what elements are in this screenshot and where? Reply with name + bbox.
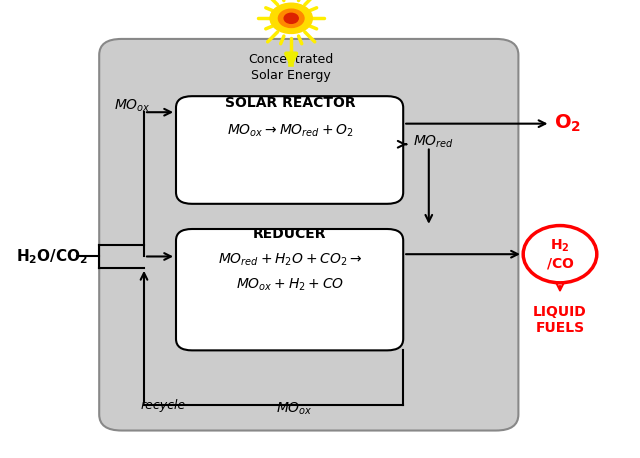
Circle shape [284,13,298,23]
Text: $MO_{ox}$: $MO_{ox}$ [114,97,150,114]
Text: $MO_{red}$: $MO_{red}$ [413,134,454,150]
Circle shape [278,9,304,27]
Text: REDUCER: REDUCER [253,228,326,241]
Text: Concentrated
Solar Energy: Concentrated Solar Energy [248,53,334,82]
Text: LIQUID
FUELS: LIQUID FUELS [533,305,587,335]
Text: $MO_{ox}$: $MO_{ox}$ [276,400,313,417]
Text: $\mathbf{H_2O/CO_2}$: $\mathbf{H_2O/CO_2}$ [16,247,88,266]
Text: SOLAR REACTOR: SOLAR REACTOR [225,96,355,110]
FancyBboxPatch shape [176,96,403,204]
Text: $MO_{ox}+H_2+CO$: $MO_{ox}+H_2+CO$ [236,277,344,293]
Text: $\mathbf{/CO}$: $\mathbf{/CO}$ [546,256,574,271]
Text: $MO_{red}+H_2O+CO_2\rightarrow$: $MO_{red}+H_2O+CO_2\rightarrow$ [218,252,362,268]
Circle shape [270,3,312,33]
FancyBboxPatch shape [99,39,518,431]
Ellipse shape [524,226,596,283]
FancyBboxPatch shape [176,229,403,350]
Text: $\mathbf{O_2}$: $\mathbf{O_2}$ [554,113,580,134]
Text: $MO_{ox} \rightarrow MO_{red}+O_2$: $MO_{ox} \rightarrow MO_{red}+O_2$ [227,122,353,139]
Text: recycle: recycle [141,399,186,412]
Text: $\mathbf{H_2}$: $\mathbf{H_2}$ [550,238,570,254]
